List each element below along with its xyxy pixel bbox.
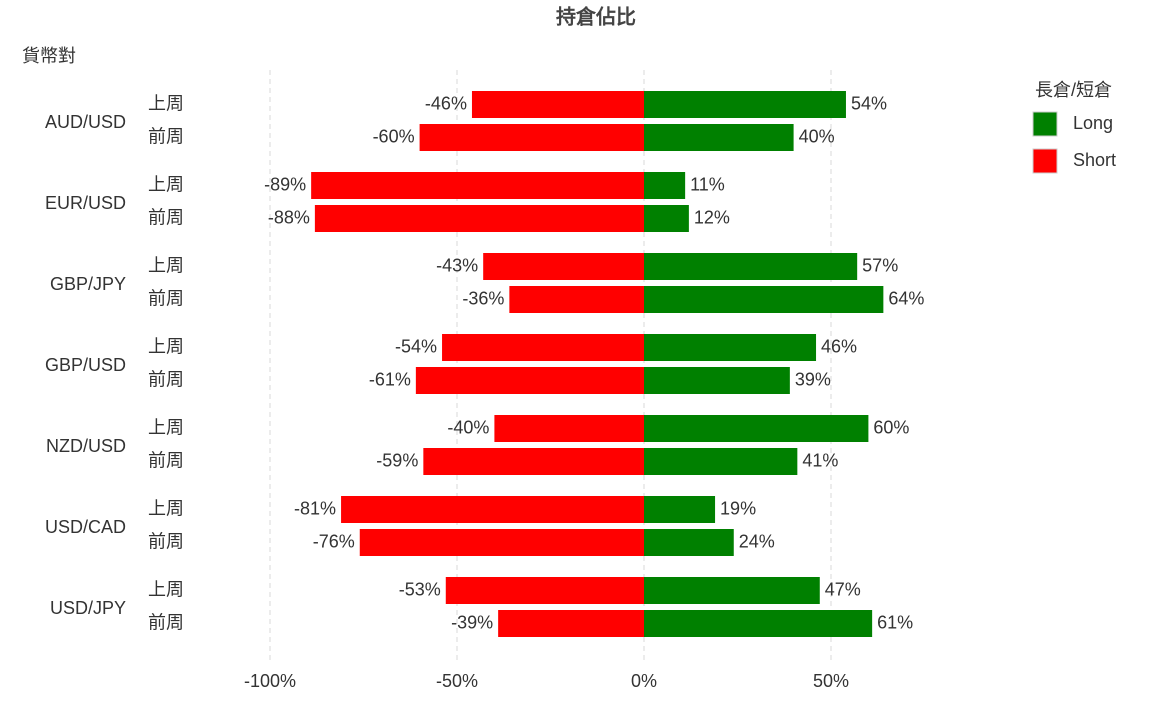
bar: [644, 367, 790, 394]
bar: [509, 286, 644, 313]
bar: [644, 415, 869, 442]
value-label: 64%: [888, 288, 924, 308]
bar: [644, 91, 846, 118]
bar: [644, 286, 884, 313]
value-label: -61%: [369, 369, 411, 389]
value-label: -60%: [373, 126, 415, 146]
value-label: -89%: [264, 174, 306, 194]
legend-title: 長倉/短倉: [1035, 80, 1112, 100]
value-label: 19%: [720, 498, 756, 518]
category-label: NZD/USD: [46, 436, 126, 456]
bar: [311, 172, 644, 199]
bar: [341, 496, 644, 523]
value-label: 11%: [690, 174, 725, 194]
period-label: 前周: [148, 207, 184, 227]
legend-label: Long: [1073, 113, 1113, 133]
bar: [644, 610, 873, 637]
period-label: 上周: [148, 255, 184, 275]
period-label: 前周: [148, 450, 184, 470]
legend-label: Short: [1073, 150, 1116, 170]
period-label: 上周: [148, 174, 184, 194]
value-label: -54%: [395, 336, 437, 356]
category-label: USD/CAD: [45, 517, 126, 537]
bar: [483, 253, 644, 280]
legend-swatch: [1032, 148, 1058, 174]
bar: [423, 448, 644, 475]
category-label: AUD/USD: [45, 112, 126, 132]
bar: [498, 610, 644, 637]
value-label: 12%: [694, 207, 730, 227]
value-label: 61%: [877, 612, 913, 632]
value-label: -46%: [425, 93, 467, 113]
period-label: 前周: [148, 288, 184, 308]
value-label: 41%: [802, 450, 838, 470]
value-label: 54%: [851, 93, 887, 113]
bar: [644, 529, 734, 556]
legend-swatch: [1032, 111, 1058, 137]
period-label: 前周: [148, 531, 184, 551]
bar: [445, 577, 644, 604]
value-label: -81%: [294, 498, 336, 518]
value-label: -88%: [268, 207, 310, 227]
bar: [644, 577, 820, 604]
value-label: 40%: [799, 126, 835, 146]
bar: [644, 124, 794, 151]
value-label: 60%: [873, 417, 909, 437]
chart-title: 持倉佔比: [556, 4, 636, 28]
category-label: GBP/JPY: [50, 274, 126, 294]
x-tick-label: 0%: [631, 671, 657, 691]
period-label: 上周: [148, 498, 184, 518]
category-label: GBP/USD: [45, 355, 126, 375]
x-tick-label: 50%: [813, 671, 849, 691]
bar: [415, 367, 644, 394]
y-axis-title: 貨幣對: [22, 46, 76, 66]
bar: [471, 91, 644, 118]
bar: [644, 172, 686, 199]
bar: [644, 448, 798, 475]
period-label: 前周: [148, 126, 184, 146]
value-label: -36%: [462, 288, 504, 308]
bar: [419, 124, 644, 151]
value-label: 39%: [795, 369, 831, 389]
period-label: 上周: [148, 336, 184, 356]
category-label: EUR/USD: [45, 193, 126, 213]
bar: [359, 529, 644, 556]
bar: [644, 205, 689, 232]
period-label: 前周: [148, 369, 184, 389]
bar: [644, 496, 716, 523]
period-label: 上周: [148, 579, 184, 599]
bar: [644, 334, 817, 361]
bar: [442, 334, 644, 361]
value-label: -76%: [313, 531, 355, 551]
period-label: 上周: [148, 417, 184, 437]
value-label: -59%: [376, 450, 418, 470]
value-label: 46%: [821, 336, 857, 356]
period-label: 前周: [148, 612, 184, 632]
bar: [494, 415, 644, 442]
value-label: 47%: [825, 579, 861, 599]
period-label: 上周: [148, 93, 184, 113]
value-label: -43%: [436, 255, 478, 275]
x-tick-label: -100%: [244, 671, 296, 691]
value-label: 57%: [862, 255, 898, 275]
value-label: 24%: [739, 531, 775, 551]
value-label: -53%: [399, 579, 441, 599]
category-label: USD/JPY: [50, 598, 126, 618]
bar: [644, 253, 858, 280]
bar: [314, 205, 644, 232]
value-label: -40%: [447, 417, 489, 437]
x-tick-label: -50%: [436, 671, 478, 691]
value-label: -39%: [451, 612, 493, 632]
